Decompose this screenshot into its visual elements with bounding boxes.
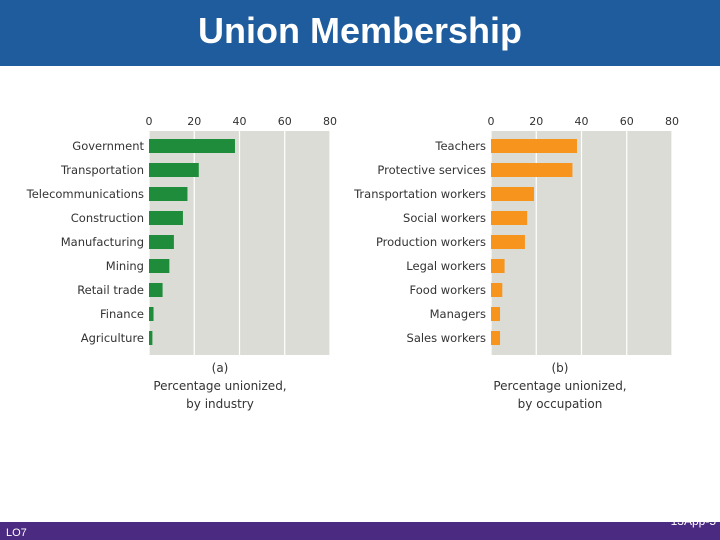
category-label-occupation: Protective services [377, 163, 486, 177]
category-label-occupation: Managers [430, 307, 486, 321]
category-label-industry: Manufacturing [61, 235, 144, 249]
charts-area: 0 20 40 60 80 Government Transportation Telecom… [26, 115, 679, 411]
caption-occupation: (b) [552, 361, 569, 375]
category-label-occupation: Transportation workers [353, 187, 486, 201]
bar-industry [149, 331, 153, 345]
tick-label-industry: 40 [233, 115, 247, 128]
bar-industry [149, 187, 188, 201]
bar-occupation [491, 211, 528, 225]
category-label-industry: Government [72, 139, 144, 153]
category-label-occupation: Production workers [376, 235, 486, 249]
tick-label-occupation: 0 [488, 115, 495, 128]
caption-industry: (a) [212, 361, 229, 375]
bar-occupation [491, 307, 501, 321]
category-label-industry: Telecommunications [26, 187, 144, 201]
tick-label-occupation: 40 [575, 115, 589, 128]
bar-industry [149, 259, 170, 273]
caption-occupation: Percentage unionized, [493, 379, 626, 393]
tick-label-occupation: 60 [620, 115, 634, 128]
bar-industry [149, 283, 163, 297]
tick-label-industry: 60 [278, 115, 292, 128]
tick-label-occupation: 80 [665, 115, 679, 128]
bar-industry [149, 235, 174, 249]
caption-occupation: by occupation [518, 397, 603, 411]
category-label-occupation: Teachers [434, 139, 486, 153]
category-label-occupation: Food workers [410, 283, 486, 297]
caption-industry: by industry [186, 397, 254, 411]
category-label-occupation: Sales workers [407, 331, 486, 345]
title-bar [0, 0, 720, 66]
footer-bar [0, 522, 720, 540]
category-label-industry: Agriculture [81, 331, 144, 345]
category-label-industry: Retail trade [77, 283, 144, 297]
bar-occupation [491, 187, 534, 201]
footer-lo-label: LO7 [6, 527, 27, 539]
bar-occupation [491, 139, 577, 153]
caption-industry: Percentage unionized, [153, 379, 286, 393]
tick-label-occupation: 20 [529, 115, 543, 128]
bar-occupation [491, 259, 505, 273]
bar-occupation [491, 235, 525, 249]
tick-label-industry: 0 [146, 115, 153, 128]
tick-label-industry: 20 [187, 115, 201, 128]
bar-industry [149, 307, 154, 321]
bar-industry [149, 211, 183, 225]
bar-occupation [491, 331, 501, 345]
bar-occupation [491, 163, 573, 177]
tick-label-industry: 80 [323, 115, 337, 128]
category-label-industry: Construction [71, 211, 144, 225]
category-label-occupation: Legal workers [406, 259, 486, 273]
bar-occupation [491, 283, 503, 297]
category-label-industry: Transportation [60, 163, 144, 177]
slide-title: Union Membership [197, 10, 523, 51]
category-label-industry: Finance [100, 307, 144, 321]
category-label-occupation: Social workers [403, 211, 486, 225]
bar-industry [149, 139, 235, 153]
category-label-industry: Mining [106, 259, 144, 273]
footer-slide-number: 13App-5 [670, 514, 716, 528]
bar-industry [149, 163, 199, 177]
